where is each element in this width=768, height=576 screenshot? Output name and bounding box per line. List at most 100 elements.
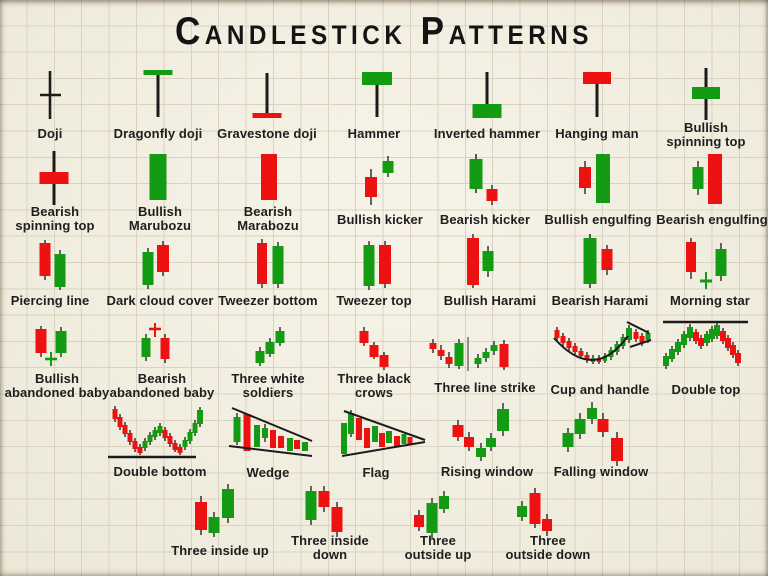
candle-bearish bbox=[407, 437, 413, 444]
pattern-bearish-engulfing bbox=[692, 154, 722, 204]
candle-bearish bbox=[172, 443, 178, 450]
pattern-bullish-spinning-top bbox=[692, 68, 720, 120]
candle-bearish bbox=[35, 329, 47, 353]
candle-bullish bbox=[341, 423, 347, 454]
candle-bearish bbox=[611, 438, 623, 461]
candle-bearish bbox=[369, 345, 379, 357]
pattern-label-piercing-line: Piercing line bbox=[10, 293, 90, 308]
candle-bearish bbox=[122, 425, 128, 434]
candle-bullish bbox=[275, 331, 285, 343]
candle-bullish bbox=[54, 254, 66, 287]
candle-bearish bbox=[566, 341, 572, 348]
candle-bearish bbox=[464, 437, 474, 447]
candle-bearish bbox=[257, 243, 267, 284]
candle-bearish bbox=[583, 72, 611, 84]
candle-bullish bbox=[142, 252, 154, 285]
candle-bullish bbox=[583, 238, 597, 284]
pattern-label-falling-window: Falling window bbox=[553, 464, 649, 479]
candle-bullish bbox=[474, 358, 482, 364]
candle-bearish bbox=[452, 425, 464, 437]
candle-bullish bbox=[704, 334, 710, 343]
pattern-bullish-abandoned-baby bbox=[35, 326, 67, 366]
pattern-cup-and-handle bbox=[553, 321, 652, 364]
pattern-piercing-line bbox=[39, 240, 66, 290]
candle-bearish bbox=[294, 440, 300, 449]
candle-bullish bbox=[192, 423, 198, 433]
candle-bearish bbox=[560, 336, 566, 343]
pattern-bearish-kicker bbox=[469, 154, 498, 205]
candle-bearish bbox=[364, 428, 370, 448]
candle-bullish bbox=[517, 506, 527, 517]
candle-bullish bbox=[254, 425, 260, 447]
pattern-inverted-hammer bbox=[472, 72, 502, 118]
pattern-dark-cloud-cover bbox=[142, 241, 169, 289]
candle-bearish bbox=[639, 336, 645, 343]
candle-bullish bbox=[715, 249, 727, 276]
candle-bullish bbox=[141, 338, 151, 357]
candle-bearish bbox=[365, 177, 377, 197]
candle-bearish bbox=[195, 502, 207, 530]
candle-bearish bbox=[379, 433, 385, 447]
candle-bullish bbox=[482, 352, 490, 358]
candle-bearish bbox=[445, 357, 453, 364]
candle-bearish bbox=[735, 353, 741, 363]
candle-bullish bbox=[262, 428, 268, 438]
candle-bullish bbox=[472, 104, 502, 118]
candle-bullish bbox=[147, 435, 153, 442]
candle-bearish bbox=[160, 338, 170, 359]
candle-bearish bbox=[429, 343, 437, 349]
pattern-label-gravestone-doji: Gravestone doji bbox=[217, 126, 317, 141]
candle-bearish bbox=[177, 447, 183, 453]
candle-bearish bbox=[167, 436, 173, 444]
candle-bullish bbox=[439, 496, 449, 509]
candle-bearish bbox=[379, 355, 389, 367]
candle-bearish bbox=[162, 430, 168, 438]
pattern-label-bearish-spinning-top: Bearish spinning top bbox=[15, 204, 95, 233]
pattern-bullish-kicker bbox=[365, 156, 394, 205]
candle-bearish bbox=[437, 350, 445, 356]
pattern-label-bullish-engulfing: Bullish engulfing bbox=[544, 212, 652, 227]
pattern-label-bearish-harami: Bearish Harami bbox=[551, 293, 649, 308]
candle-bearish bbox=[261, 154, 277, 200]
candle-bullish bbox=[687, 327, 693, 338]
pattern-label-inverted-hammer: Inverted hammer bbox=[433, 126, 541, 141]
candle-bearish bbox=[157, 245, 169, 272]
candle-bearish bbox=[698, 338, 704, 346]
candle-bearish bbox=[708, 154, 722, 204]
candle-bullish bbox=[596, 154, 610, 203]
candle-bullish bbox=[362, 72, 392, 85]
candle-bearish bbox=[486, 189, 498, 201]
pattern-gravestone-doji bbox=[252, 73, 282, 118]
pattern-dragonfly-doji bbox=[143, 70, 173, 117]
candle-bullish bbox=[454, 343, 464, 366]
candle-bullish bbox=[55, 331, 67, 353]
pattern-bearish-harami bbox=[583, 234, 613, 288]
candle-bullish bbox=[482, 251, 494, 271]
candle-bullish bbox=[149, 154, 167, 200]
candle-bearish bbox=[601, 249, 613, 270]
candle-bearish bbox=[379, 245, 391, 284]
pattern-label-flag: Flag bbox=[362, 465, 390, 480]
candle-bullish bbox=[587, 408, 597, 419]
pattern-bullish-engulfing bbox=[579, 154, 610, 203]
candle-bullish bbox=[187, 432, 193, 441]
candle-bullish bbox=[157, 426, 163, 433]
candle-bearish bbox=[331, 507, 343, 532]
candle-bearish bbox=[39, 172, 69, 184]
candle-bullish bbox=[305, 491, 317, 520]
candle-bearish bbox=[693, 332, 699, 341]
pattern-three-inside-up bbox=[195, 484, 234, 537]
pattern-three-black-crows bbox=[359, 327, 389, 370]
candle-bearish bbox=[542, 519, 552, 531]
pattern-three-outside-down bbox=[517, 488, 552, 536]
pattern-hammer bbox=[362, 72, 392, 117]
candle-bearish bbox=[720, 331, 726, 341]
pattern-label-three-outside-down: Three outside down bbox=[505, 533, 591, 562]
candle-bullish bbox=[692, 167, 704, 189]
pattern-label-dark-cloud-cover: Dark cloud cover bbox=[106, 293, 214, 308]
pattern-label-double-bottom: Double bottom bbox=[113, 464, 207, 479]
candle-bearish bbox=[318, 491, 330, 507]
candle-bullish bbox=[255, 351, 265, 363]
pattern-three-outside-up bbox=[414, 491, 449, 538]
